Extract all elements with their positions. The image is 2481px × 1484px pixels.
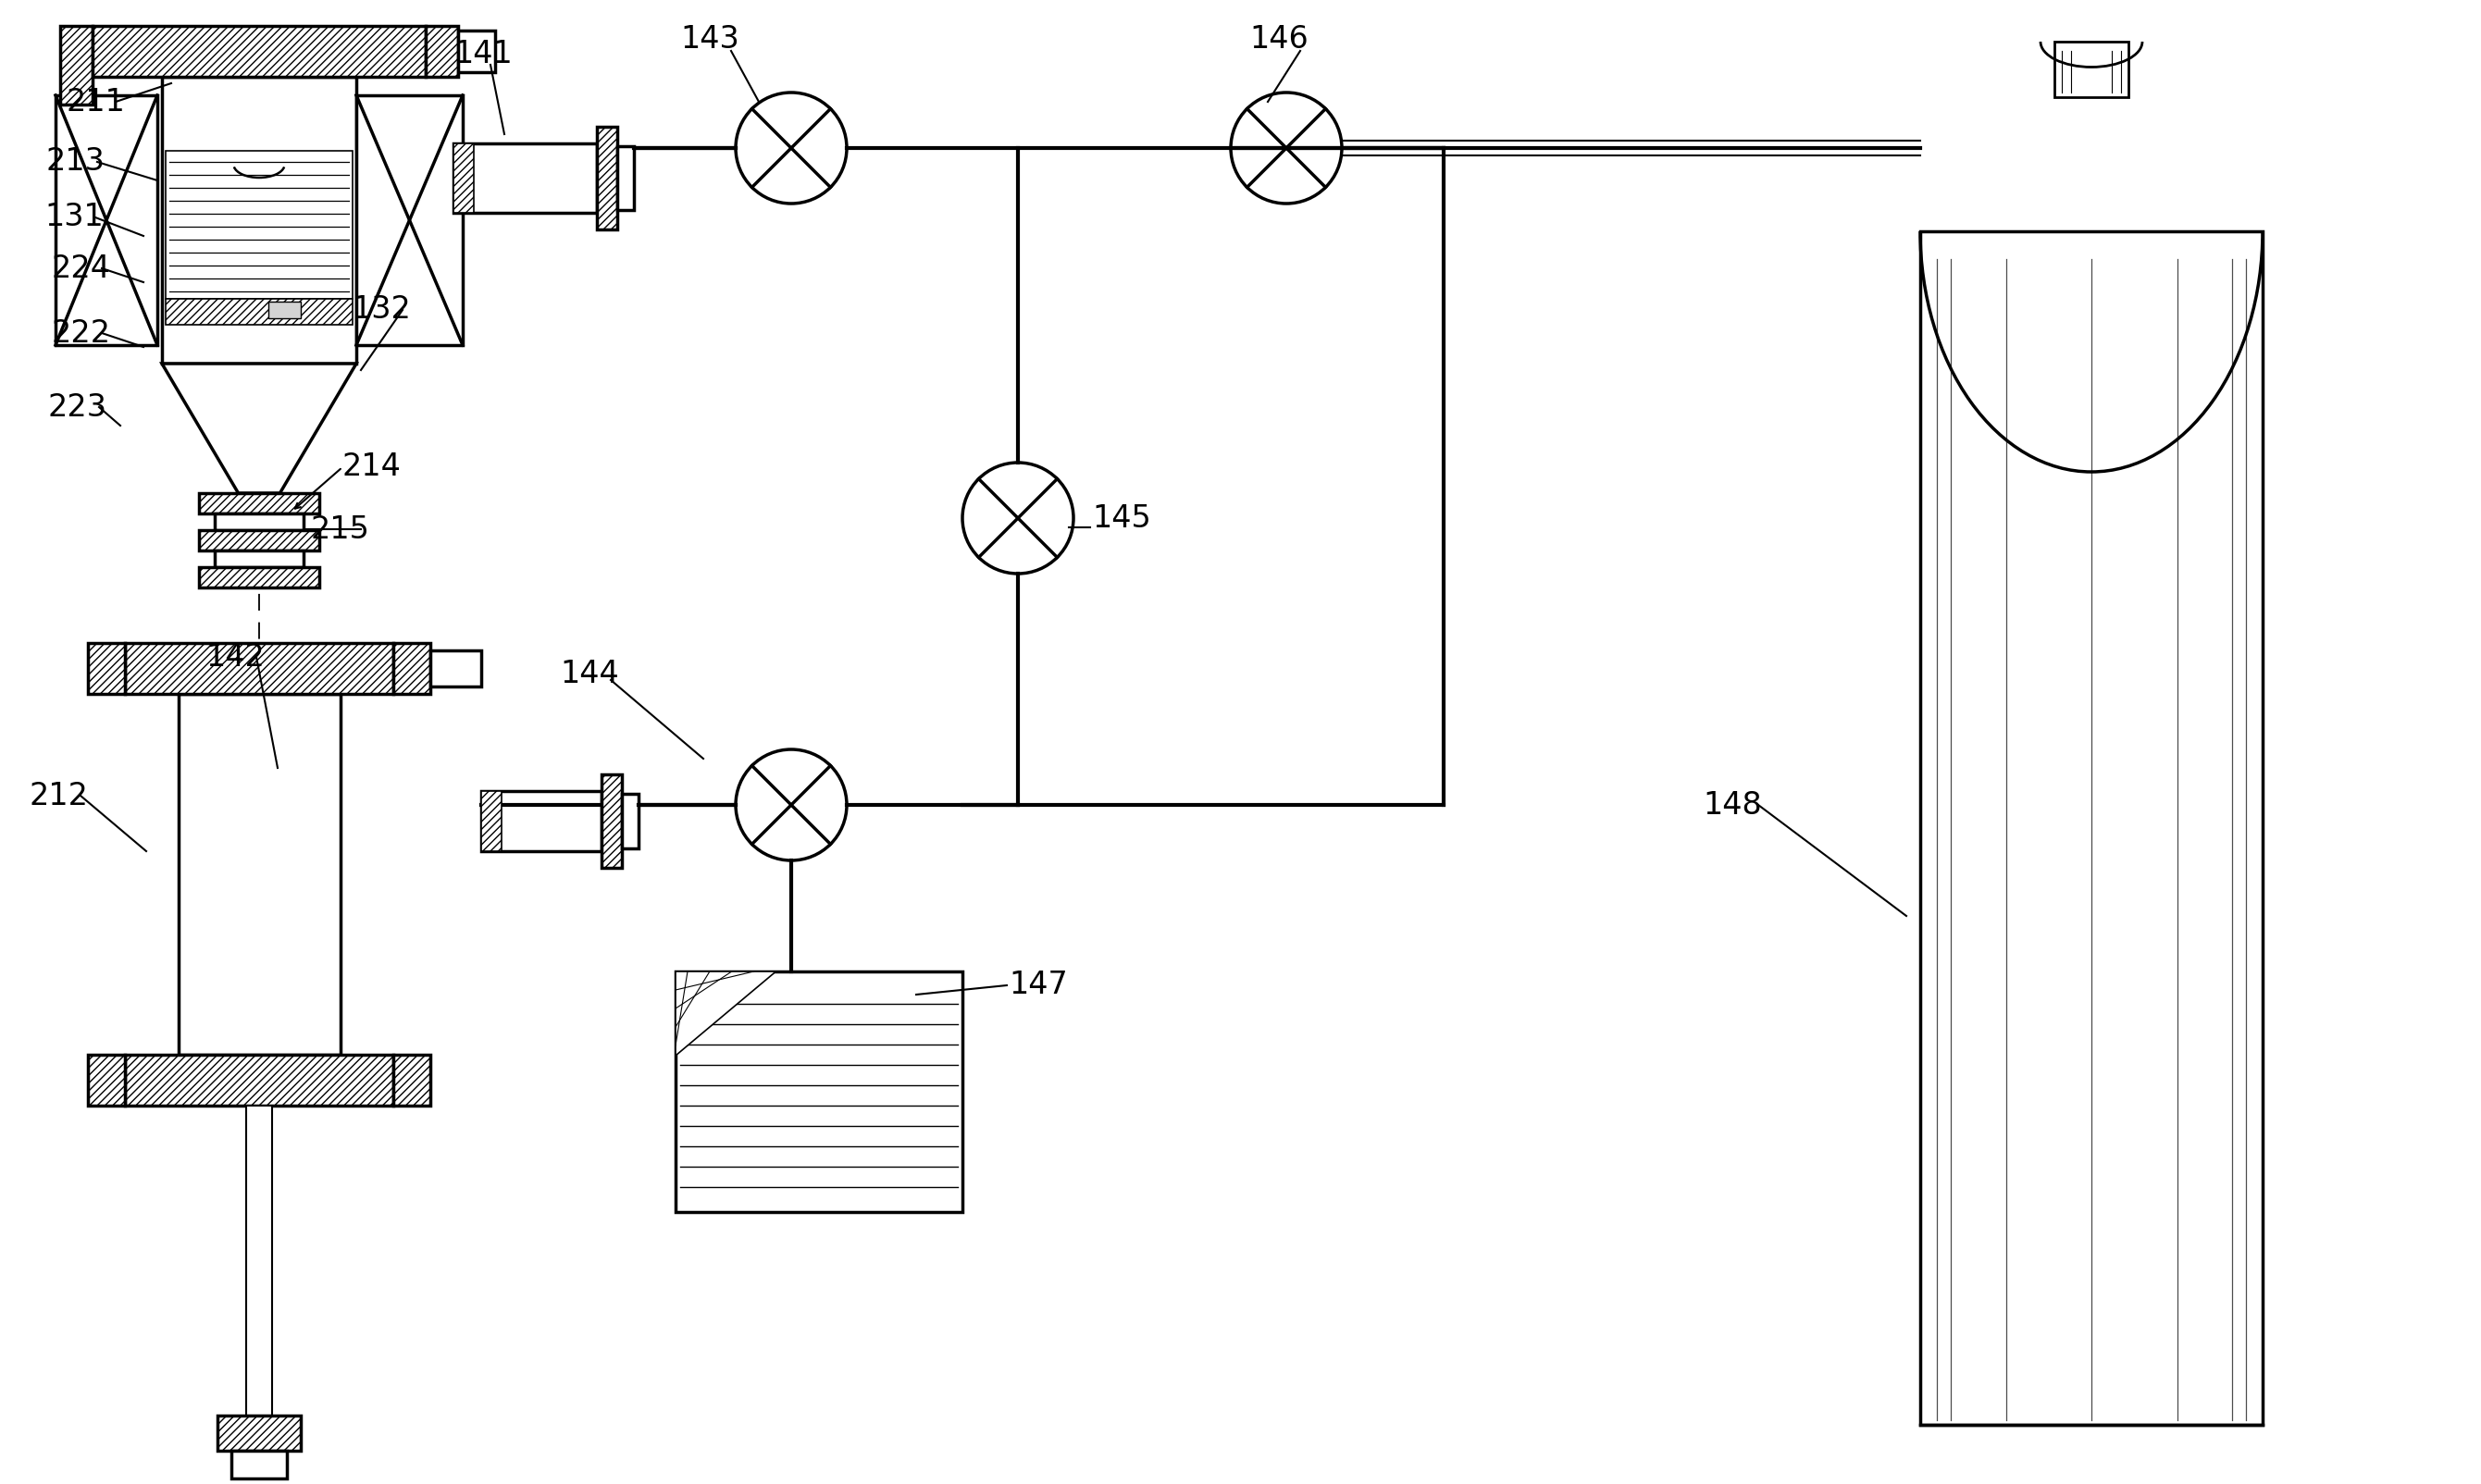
Bar: [454, 144, 474, 212]
Bar: [198, 567, 320, 588]
Bar: [268, 301, 300, 318]
Text: 145: 145: [1092, 503, 1151, 533]
Bar: [623, 794, 638, 849]
Bar: [394, 1055, 429, 1106]
Text: 144: 144: [561, 659, 618, 689]
Text: 143: 143: [680, 24, 739, 53]
Bar: [459, 31, 496, 73]
Bar: [92, 25, 427, 77]
Bar: [124, 1055, 394, 1106]
Text: 142: 142: [206, 641, 265, 672]
Bar: [1920, 232, 2263, 1425]
Bar: [618, 147, 635, 211]
Bar: [675, 972, 963, 1212]
Polygon shape: [675, 972, 777, 1055]
Bar: [394, 643, 429, 695]
Bar: [2054, 42, 2129, 96]
Bar: [429, 650, 481, 687]
Bar: [481, 791, 600, 852]
Bar: [87, 1055, 124, 1106]
Bar: [124, 643, 394, 695]
Bar: [166, 298, 352, 325]
Bar: [600, 775, 623, 868]
Bar: [218, 1416, 300, 1451]
Bar: [198, 493, 320, 513]
Text: 146: 146: [1250, 24, 1307, 53]
Bar: [166, 151, 352, 298]
Bar: [357, 95, 461, 346]
Text: 147: 147: [1010, 971, 1067, 1000]
Text: 148: 148: [1702, 789, 1762, 821]
Bar: [454, 144, 598, 212]
Bar: [87, 643, 124, 695]
Text: 214: 214: [342, 453, 402, 482]
Bar: [231, 1451, 288, 1478]
Bar: [198, 530, 320, 551]
Bar: [55, 95, 156, 346]
Text: 215: 215: [310, 513, 370, 545]
Bar: [216, 513, 303, 530]
Polygon shape: [161, 364, 357, 493]
Bar: [179, 695, 340, 1055]
Text: 224: 224: [52, 254, 109, 283]
Bar: [216, 551, 303, 567]
Text: 132: 132: [352, 295, 412, 325]
Text: 211: 211: [67, 86, 127, 117]
Text: 141: 141: [454, 39, 514, 68]
Bar: [427, 25, 459, 77]
Text: 213: 213: [47, 147, 104, 177]
Bar: [481, 791, 501, 852]
Bar: [598, 126, 618, 230]
Text: 131: 131: [45, 202, 104, 233]
Text: 222: 222: [52, 318, 109, 349]
Bar: [60, 25, 92, 104]
Text: 223: 223: [47, 392, 107, 423]
Bar: [161, 77, 357, 364]
Bar: [246, 1106, 273, 1416]
Text: 212: 212: [30, 781, 89, 810]
